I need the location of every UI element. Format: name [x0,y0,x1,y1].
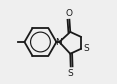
Text: S: S [68,69,74,78]
Text: N: N [55,38,62,47]
Text: S: S [84,44,90,53]
Text: O: O [66,9,73,18]
